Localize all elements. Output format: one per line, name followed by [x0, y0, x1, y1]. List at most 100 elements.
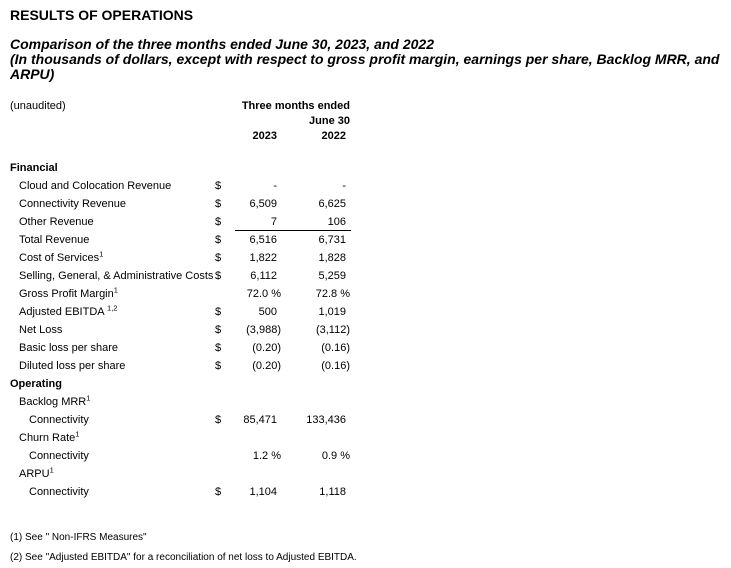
currency-symbol: $	[215, 486, 222, 498]
table-row: Basic loss per share $ (0.20) (0.16)	[10, 339, 731, 357]
column-header-2023: 2023	[252, 130, 277, 142]
value-2023: 1.2 %	[252, 450, 281, 462]
value-2022: 1,019	[318, 306, 346, 318]
currency-symbol: $	[215, 180, 222, 192]
value-2023: 72.0 %	[246, 288, 281, 300]
value-2023: -	[273, 180, 277, 192]
row-label: Total Revenue	[10, 231, 215, 249]
row-label-text: ARPU	[19, 468, 50, 480]
currency-symbol: $	[215, 234, 222, 246]
value-2023	[235, 429, 282, 447]
table-section-row: Financial	[10, 159, 731, 177]
value-2022	[282, 393, 351, 411]
row-label-text: Cost of Services	[19, 252, 100, 264]
unaudited-label: (unaudited)	[10, 100, 66, 112]
value-2022: 133,436	[306, 414, 346, 426]
value-2023: 85,471	[243, 414, 277, 426]
value-2022: -	[342, 180, 346, 192]
row-label: Cost of Services1	[10, 249, 215, 267]
row-label-text: Financial	[10, 162, 58, 174]
row-label: Connectivity	[10, 447, 215, 465]
row-label: Adjusted EBITDA 1,2	[10, 303, 215, 321]
page-title: RESULTS OF OPERATIONS	[10, 7, 194, 23]
row-label-text: Operating	[10, 378, 62, 390]
currency-symbol	[215, 447, 235, 465]
table-row: Gross Profit Margin1 72.0 % 72.8 %	[10, 285, 731, 303]
value-2022	[282, 429, 351, 447]
row-label-text: Total Revenue	[19, 234, 90, 246]
footnotes: (1) See " Non-IFRS Measures" (2) See "Ad…	[10, 528, 731, 568]
footnote-ref: 1,2	[107, 303, 118, 313]
value-2022: 1,118	[319, 486, 346, 498]
row-label: Connectivity	[10, 411, 215, 429]
financial-table: (unaudited) Three months ended June 30 2…	[10, 99, 731, 501]
currency-symbol	[215, 285, 235, 303]
row-label: Net Loss	[10, 321, 215, 339]
row-label-text: Cloud and Colocation Revenue	[19, 180, 172, 192]
value-2022: (3,112)	[315, 324, 350, 336]
row-label: Selling, General, & Administrative Costs	[10, 267, 215, 285]
currency-symbol: $	[215, 360, 222, 372]
value-2023: 6,516	[249, 234, 277, 246]
value-2022: 5,259	[318, 270, 346, 282]
header-spacer	[10, 114, 215, 129]
table-row: Cloud and Colocation Revenue $ - -	[10, 177, 731, 195]
table-row: Connectivity $85,471 133,436	[10, 411, 731, 429]
header-spacer	[215, 129, 235, 144]
table-row: Connectivity Revenue $6,509 6,625	[10, 195, 731, 213]
value-2022: 1,828	[318, 252, 346, 264]
currency-symbol	[215, 393, 235, 411]
row-label: Diluted loss per share	[10, 357, 215, 375]
footnote-ref: 1	[49, 465, 54, 475]
table-row: Churn Rate1	[10, 429, 731, 447]
table-section-row: Operating	[10, 375, 731, 393]
table-row: Other Revenue $7 106	[10, 213, 731, 231]
value-2022: 72.8 %	[315, 288, 350, 300]
row-label: Cloud and Colocation Revenue	[10, 177, 215, 195]
currency-symbol: $	[215, 216, 222, 228]
footnote-ref: 1	[86, 393, 91, 403]
value-2022: 6,625	[318, 198, 346, 210]
table-row: Backlog MRR1	[10, 393, 731, 411]
value-2023: 1,822	[249, 252, 277, 264]
row-label-text: Connectivity Revenue	[19, 198, 127, 210]
value-2023: 7	[235, 213, 282, 231]
row-label-text: Other Revenue	[19, 216, 94, 228]
row-label-text: Backlog MRR	[19, 396, 87, 408]
value-2023: 6,112	[250, 270, 277, 282]
row-label-text: Selling, General, & Administrative Costs	[19, 270, 214, 282]
row-label: Connectivity Revenue	[10, 195, 215, 213]
subtitle: Comparison of the three months ended Jun…	[10, 37, 731, 82]
row-label-text: Basic loss per share	[19, 342, 119, 354]
currency-symbol: $	[215, 324, 222, 336]
table-row: Net Loss $ (3,988) (3,112)	[10, 321, 731, 339]
row-label: Gross Profit Margin1	[10, 285, 215, 303]
table-rows: Financial Cloud and Colocation Revenue $ - -…	[10, 159, 731, 501]
row-label-text: Churn Rate	[19, 432, 76, 444]
value-2022: 6,731	[318, 234, 346, 246]
currency-symbol	[215, 429, 235, 447]
table-row: Total Revenue $6,516 6,731	[10, 231, 731, 249]
value-2023	[235, 465, 282, 483]
footnote-ref: 1	[99, 249, 104, 259]
row-label: Backlog MRR1	[10, 393, 215, 411]
value-2022: 106	[282, 213, 351, 231]
footnote-1: (1) See " Non-IFRS Measures"	[10, 532, 147, 543]
table-row: Cost of Services1 $1,822 1,828	[10, 249, 731, 267]
table-header-row-2: June 30	[10, 114, 731, 129]
table-row: Connectivity 1.2 % 0.9 %	[10, 447, 731, 465]
currency-symbol	[215, 465, 235, 483]
currency-symbol: $	[215, 252, 222, 264]
row-label-text: Connectivity	[29, 414, 89, 426]
row-label: Churn Rate1	[10, 429, 215, 447]
row-label: ARPU1	[10, 465, 215, 483]
value-2023: 6,509	[249, 198, 277, 210]
currency-symbol: $	[215, 270, 222, 282]
table-row: Connectivity $1,104 1,118	[10, 483, 731, 501]
period-subheader: June 30	[309, 115, 350, 127]
value-2023: 1,104	[249, 486, 277, 498]
currency-symbol: $	[215, 414, 222, 426]
table-row: Adjusted EBITDA 1,2 $500 1,019	[10, 303, 731, 321]
footnote-2: (2) See "Adjusted EBITDA" for a reconcil…	[10, 552, 357, 563]
